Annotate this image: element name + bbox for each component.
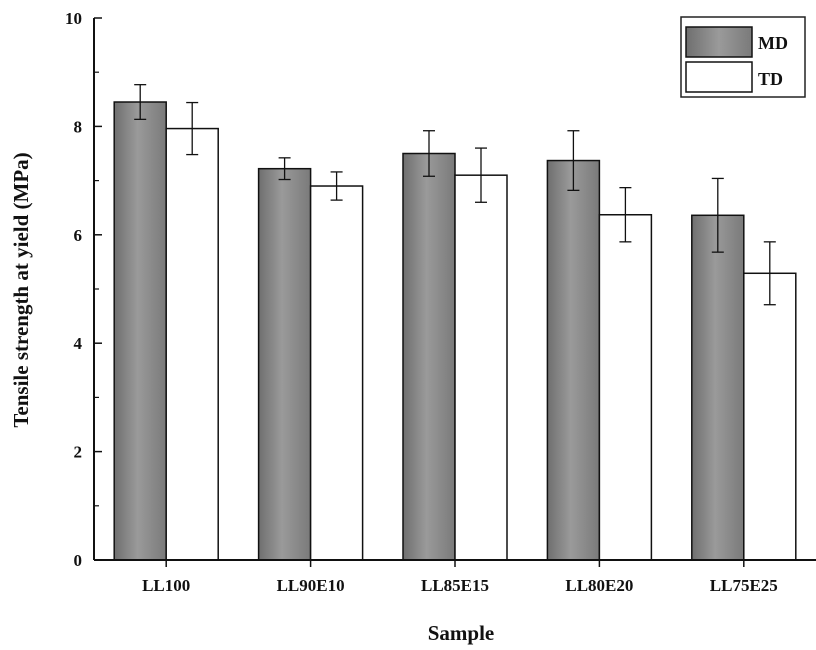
bar-md-ll75e25 [691, 214, 745, 561]
x-tick-label-ll100: LL100 [142, 576, 190, 595]
legend-swatch-td [685, 61, 753, 93]
error-bar-md-ll75e25 [711, 177, 724, 253]
y-axis-title: Tensile strength at yield (MPa) [9, 152, 33, 427]
error-bar-td-ll80e20 [619, 186, 632, 243]
x-tick-label-ll80e20: LL80E20 [565, 576, 633, 595]
bar-td-ll100 [165, 127, 219, 561]
x-tick-label-ll85e15: LL85E15 [421, 576, 489, 595]
bar-td-ll90e10 [309, 185, 364, 561]
bar-md-ll85e15 [402, 152, 456, 561]
x-tick-label-ll75e25: LL75E25 [710, 576, 778, 595]
bar-td-ll75e25 [743, 272, 797, 561]
y-tick-label-6: 6 [74, 226, 83, 245]
error-bar-td-ll75e25 [763, 241, 776, 306]
bars-layer [113, 84, 797, 561]
error-bar-md-ll85e15 [423, 130, 435, 177]
error-bar-md-ll100 [134, 84, 147, 121]
error-bar-td-ll100 [186, 101, 199, 156]
bar-td-ll80e20 [598, 213, 653, 561]
bar-md-ll80e20 [546, 159, 601, 561]
bar-md-ll100 [113, 101, 167, 561]
legend-label-md: MD [758, 33, 788, 53]
y-tick-label-0: 0 [74, 551, 83, 570]
legend-swatch-md [685, 26, 753, 58]
legend-label-td: TD [758, 69, 783, 89]
legend: MD TD [680, 16, 806, 98]
y-tick-label-2: 2 [74, 443, 83, 462]
y-tick-label-4: 4 [74, 334, 83, 353]
bar-td-ll85e15 [454, 174, 508, 561]
error-bar-md-ll90e10 [278, 157, 291, 181]
bar-md-ll90e10 [257, 167, 312, 561]
error-bar-td-ll85e15 [475, 147, 487, 203]
error-bar-md-ll80e20 [567, 130, 580, 192]
y-tick-label-8: 8 [74, 117, 83, 136]
error-bar-td-ll90e10 [330, 171, 343, 201]
x-axis-title: Sample [428, 621, 495, 645]
axes-layer: LL100 LL90E10 LL85E15 LL80E20 LL75E25 0 2 4 6 8 10 [65, 9, 816, 595]
x-tick-label-ll90e10: LL90E10 [277, 576, 345, 595]
y-tick-label-10: 10 [65, 9, 82, 28]
